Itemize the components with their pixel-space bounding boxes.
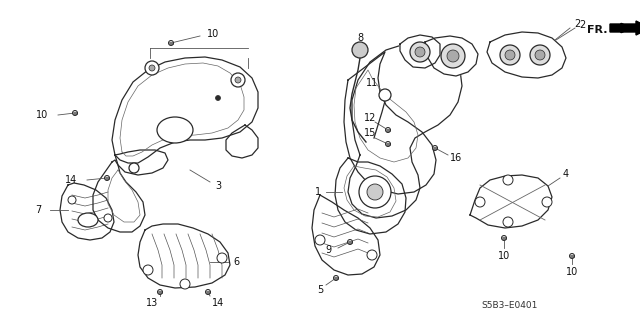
Circle shape xyxy=(505,50,515,60)
Circle shape xyxy=(535,50,545,60)
Circle shape xyxy=(570,254,575,258)
Polygon shape xyxy=(115,150,168,175)
Circle shape xyxy=(379,89,391,101)
Circle shape xyxy=(503,217,513,227)
Polygon shape xyxy=(470,175,552,228)
Text: 15: 15 xyxy=(364,128,376,138)
Circle shape xyxy=(143,265,153,275)
Circle shape xyxy=(352,42,368,58)
Text: 11: 11 xyxy=(366,78,378,88)
Circle shape xyxy=(530,45,550,65)
Circle shape xyxy=(475,197,485,207)
Text: 8: 8 xyxy=(357,33,363,43)
Circle shape xyxy=(157,290,163,294)
Text: 1: 1 xyxy=(315,187,321,197)
Circle shape xyxy=(359,176,391,208)
Text: 13: 13 xyxy=(146,298,158,308)
Circle shape xyxy=(231,73,245,87)
Text: 10: 10 xyxy=(566,267,578,277)
Circle shape xyxy=(104,214,112,222)
Text: 14: 14 xyxy=(65,175,77,185)
Circle shape xyxy=(500,45,520,65)
Text: 10: 10 xyxy=(36,110,48,120)
Circle shape xyxy=(68,196,76,204)
Circle shape xyxy=(441,44,465,68)
Circle shape xyxy=(180,279,190,289)
Circle shape xyxy=(433,145,438,151)
Circle shape xyxy=(217,253,227,263)
Text: 14: 14 xyxy=(212,298,224,308)
Circle shape xyxy=(145,61,159,75)
Polygon shape xyxy=(112,57,258,163)
FancyArrow shape xyxy=(610,21,640,35)
Circle shape xyxy=(348,240,353,244)
Circle shape xyxy=(415,47,425,57)
Polygon shape xyxy=(335,158,406,234)
Text: 10: 10 xyxy=(498,251,510,261)
Text: 16: 16 xyxy=(450,153,462,163)
Polygon shape xyxy=(487,32,566,78)
Circle shape xyxy=(129,163,139,173)
Circle shape xyxy=(542,197,552,207)
Circle shape xyxy=(315,235,325,245)
Ellipse shape xyxy=(157,117,193,143)
Text: FR.: FR. xyxy=(587,25,607,35)
Circle shape xyxy=(447,50,459,62)
Ellipse shape xyxy=(78,213,98,227)
Circle shape xyxy=(235,77,241,83)
Polygon shape xyxy=(138,224,230,288)
Text: 3: 3 xyxy=(215,181,221,191)
Circle shape xyxy=(149,65,155,71)
Text: 2: 2 xyxy=(579,20,585,30)
Text: 2: 2 xyxy=(574,19,580,29)
Text: 12: 12 xyxy=(364,113,376,123)
Circle shape xyxy=(367,184,383,200)
Circle shape xyxy=(205,290,211,294)
Polygon shape xyxy=(312,195,380,275)
Text: 5: 5 xyxy=(317,285,323,295)
Circle shape xyxy=(385,128,390,132)
Text: 9: 9 xyxy=(325,245,331,255)
Text: S5B3–E0401: S5B3–E0401 xyxy=(482,300,538,309)
Circle shape xyxy=(104,175,109,181)
Polygon shape xyxy=(226,125,258,158)
Circle shape xyxy=(72,110,77,115)
Polygon shape xyxy=(400,35,440,68)
Circle shape xyxy=(333,276,339,280)
Circle shape xyxy=(216,95,221,100)
Text: 7: 7 xyxy=(35,205,41,215)
Circle shape xyxy=(503,175,513,185)
Polygon shape xyxy=(425,36,478,76)
Circle shape xyxy=(410,42,430,62)
Text: 10: 10 xyxy=(207,29,219,39)
Text: 4: 4 xyxy=(563,169,569,179)
Circle shape xyxy=(168,41,173,46)
Circle shape xyxy=(367,250,377,260)
Polygon shape xyxy=(344,52,436,194)
Polygon shape xyxy=(348,42,462,218)
Text: 6: 6 xyxy=(233,257,239,267)
Circle shape xyxy=(385,142,390,146)
Polygon shape xyxy=(93,160,145,232)
Circle shape xyxy=(502,235,506,241)
Polygon shape xyxy=(60,183,114,240)
